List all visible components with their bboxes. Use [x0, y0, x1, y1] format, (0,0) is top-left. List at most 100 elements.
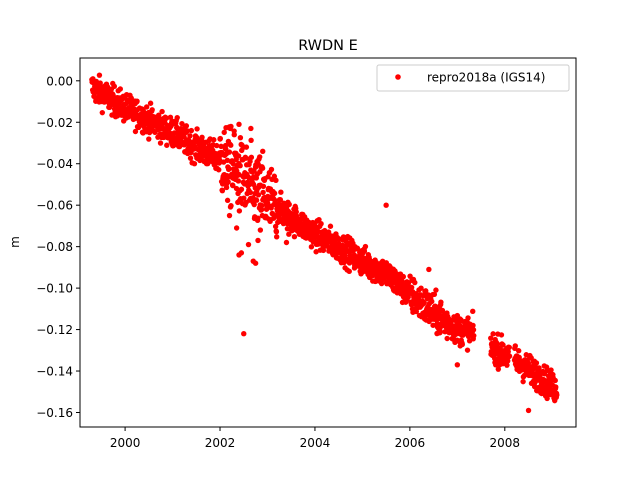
data-point	[399, 278, 405, 285]
data-point	[500, 342, 506, 348]
y-tick-label: −0.12	[36, 323, 73, 337]
plot-frame	[79, 57, 577, 428]
x-axis: 2000 2002 2004 2006 2008	[110, 427, 520, 450]
data-point	[286, 201, 292, 208]
data-point	[241, 331, 247, 337]
data-point	[504, 362, 510, 368]
data-point	[235, 178, 242, 184]
data-point	[438, 299, 444, 305]
legend-marker	[395, 74, 401, 80]
data-point	[199, 134, 205, 140]
data-point	[400, 274, 406, 280]
data-point	[99, 109, 106, 116]
data-point	[255, 237, 261, 244]
data-point	[412, 279, 418, 286]
data-point	[490, 331, 496, 337]
data-point	[238, 250, 245, 256]
data-point	[470, 327, 477, 333]
data-point	[236, 121, 242, 128]
data-point	[272, 223, 279, 230]
data-point	[243, 173, 249, 179]
legend-box	[376, 64, 570, 92]
data-point	[340, 242, 346, 249]
data-point	[554, 392, 560, 398]
data-point	[506, 353, 513, 359]
data-point	[269, 210, 275, 217]
data-point	[237, 163, 243, 169]
data-point	[308, 244, 315, 250]
data-point	[318, 220, 324, 227]
data-point	[361, 248, 368, 254]
data-point	[211, 137, 217, 143]
data-point	[236, 208, 243, 214]
data-point	[187, 133, 193, 139]
data-point	[230, 182, 236, 189]
data-point	[346, 268, 352, 274]
data-point	[512, 343, 518, 349]
data-point	[362, 243, 369, 250]
data-point	[188, 127, 195, 134]
data-point	[423, 288, 429, 294]
data-point	[194, 126, 200, 132]
data-point	[354, 245, 361, 251]
data-point	[259, 165, 266, 171]
data-point	[320, 247, 327, 254]
data-point	[437, 329, 444, 335]
data-point	[221, 129, 227, 136]
data-point	[327, 223, 334, 229]
data-point	[454, 362, 461, 368]
data-point	[444, 335, 450, 342]
data-points	[89, 72, 560, 414]
data-point	[259, 202, 265, 209]
data-point	[248, 137, 254, 143]
data-point	[262, 214, 268, 221]
data-point	[159, 108, 165, 115]
data-point	[146, 129, 153, 136]
data-point	[252, 260, 259, 266]
data-point	[245, 241, 252, 248]
data-point	[260, 189, 266, 196]
data-point	[97, 80, 103, 86]
data-point	[505, 358, 511, 364]
data-point	[407, 273, 413, 279]
y-tick-label: −0.08	[36, 240, 73, 254]
data-point	[174, 114, 180, 121]
data-point	[548, 367, 554, 373]
data-point	[421, 299, 427, 306]
data-point	[235, 153, 242, 159]
data-point	[132, 128, 139, 135]
data-point	[164, 142, 170, 148]
data-point	[157, 140, 164, 146]
data-point	[128, 95, 134, 101]
data-point	[226, 149, 233, 155]
x-tick-label: 2008	[490, 436, 521, 450]
data-point	[313, 249, 319, 255]
data-point	[271, 190, 278, 197]
data-point	[257, 154, 263, 160]
data-point	[134, 98, 140, 104]
data-point	[286, 231, 292, 237]
data-point	[117, 86, 124, 92]
data-point	[498, 332, 505, 338]
y-tick-label: −0.04	[36, 157, 73, 171]
data-point	[283, 239, 290, 246]
data-point	[291, 234, 298, 240]
data-point	[224, 197, 231, 204]
chart-title: RWDN E	[298, 38, 358, 54]
y-tick-label: −0.10	[36, 282, 73, 296]
data-point	[464, 347, 471, 353]
data-point	[471, 332, 477, 339]
legend-entry-label: repro2018a (IGS14)	[427, 71, 545, 85]
data-point	[257, 227, 264, 233]
x-tick-label: 2002	[205, 436, 236, 450]
data-point	[223, 146, 229, 152]
data-point	[183, 123, 190, 129]
data-point	[260, 148, 266, 154]
data-point	[488, 335, 494, 341]
data-point	[459, 341, 465, 348]
data-point	[228, 203, 234, 209]
y-tick-label: −0.06	[36, 199, 73, 213]
data-point	[293, 209, 299, 215]
x-tick-label: 2004	[300, 436, 331, 450]
data-point	[506, 344, 512, 351]
